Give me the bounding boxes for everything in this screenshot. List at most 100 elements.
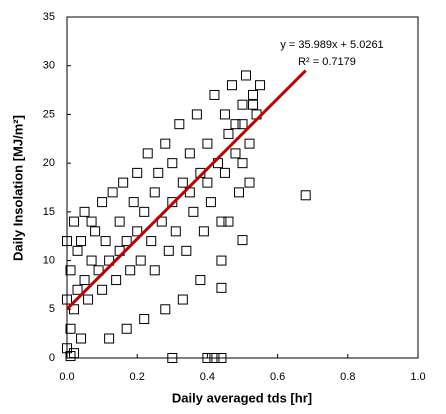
data-point	[219, 109, 230, 120]
plot-frame	[66, 16, 419, 359]
data-point	[104, 333, 115, 344]
data-point	[170, 226, 181, 237]
data-point	[62, 236, 72, 247]
data-point	[79, 206, 90, 217]
data-point	[237, 158, 248, 169]
data-point	[163, 245, 174, 256]
data-point	[97, 197, 108, 208]
data-point	[209, 89, 220, 100]
data-point	[191, 109, 202, 120]
data-point	[226, 80, 237, 91]
data-point	[149, 265, 160, 276]
data-point	[62, 294, 72, 305]
data-point	[93, 265, 104, 276]
data-point	[237, 99, 248, 110]
data-point	[128, 197, 139, 208]
data-point	[72, 284, 83, 295]
data-point	[132, 167, 143, 178]
data-point	[83, 294, 94, 305]
data-point	[177, 294, 188, 305]
data-point	[184, 148, 195, 159]
data-point	[174, 119, 185, 130]
data-point	[107, 187, 118, 198]
y-tick-label: 0	[49, 352, 55, 364]
data-point	[233, 187, 244, 198]
data-point	[139, 314, 150, 325]
data-point	[114, 216, 125, 227]
data-point	[248, 99, 259, 110]
data-point	[86, 255, 97, 266]
data-point	[65, 351, 76, 362]
data-point	[219, 167, 230, 178]
data-point	[135, 255, 146, 266]
data-point	[300, 190, 311, 201]
data-point	[209, 353, 220, 363]
y-tick-label: 30	[43, 60, 55, 72]
data-point	[139, 206, 150, 217]
data-point	[97, 284, 108, 295]
data-point	[160, 304, 171, 315]
data-point	[156, 216, 167, 227]
data-point	[241, 70, 252, 81]
data-point	[79, 275, 90, 286]
data-point	[149, 187, 160, 198]
data-point	[121, 323, 132, 334]
data-point	[146, 236, 157, 247]
data-point	[69, 216, 80, 227]
trendline	[65, 69, 307, 311]
data-point	[223, 216, 234, 227]
x-tick-label: 0.4	[200, 371, 215, 383]
data-point	[153, 167, 164, 178]
data-point	[69, 348, 80, 359]
data-point	[230, 148, 241, 159]
data-point	[237, 119, 248, 130]
data-point	[244, 138, 255, 149]
data-point	[248, 89, 259, 100]
y-tick-label: 35	[43, 11, 55, 23]
data-point	[132, 226, 143, 237]
data-point	[118, 177, 129, 188]
data-point	[72, 245, 83, 256]
data-point	[125, 265, 136, 276]
data-point	[100, 236, 111, 247]
data-point	[195, 275, 206, 286]
x-tick-label: 0.6	[270, 371, 285, 383]
data-point	[202, 177, 213, 188]
data-point	[142, 148, 153, 159]
y-tick-label: 5	[49, 303, 55, 315]
data-point	[216, 216, 227, 227]
trendline-r2: R² = 0.7179	[298, 56, 356, 68]
data-point	[65, 323, 76, 334]
y-tick-label: 25	[43, 108, 55, 120]
data-point	[90, 226, 101, 237]
trendline-equation: y = 35.989x + 5.0261	[280, 39, 383, 51]
data-point	[198, 226, 209, 237]
x-tick-label: 0.8	[340, 371, 355, 383]
x-tick-label: 0.2	[130, 371, 145, 383]
data-point	[255, 80, 266, 91]
data-point	[121, 236, 132, 247]
data-point	[223, 128, 234, 139]
x-axis-label: Daily averaged tds [hr]	[172, 390, 312, 405]
data-point	[177, 177, 188, 188]
data-point	[202, 353, 213, 363]
data-point	[167, 197, 178, 208]
data-point	[76, 236, 87, 247]
y-tick-label: 15	[43, 206, 55, 218]
data-point	[188, 206, 199, 217]
data-point	[216, 282, 227, 293]
y-axis-label: Daily Insolation [MJ/m²]	[10, 115, 25, 261]
data-point	[181, 245, 192, 256]
data-point	[86, 216, 97, 227]
data-point	[69, 304, 80, 315]
data-point	[111, 275, 122, 286]
x-tick-label: 0.0	[59, 371, 74, 383]
x-tick-label: 1.0	[410, 371, 425, 383]
data-point	[167, 158, 178, 169]
data-point	[216, 353, 227, 363]
data-point	[202, 138, 213, 149]
data-point	[230, 119, 241, 130]
data-point	[244, 177, 255, 188]
y-tick-label: 10	[43, 254, 55, 266]
